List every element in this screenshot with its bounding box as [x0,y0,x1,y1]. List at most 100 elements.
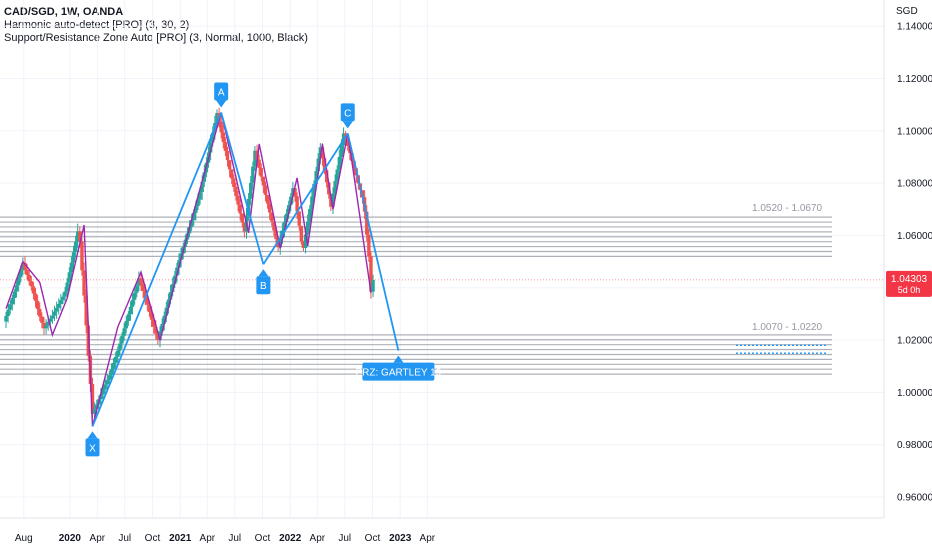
candle-body [192,212,196,221]
candle [38,302,42,322]
candle [71,245,76,270]
candle-body [215,113,219,123]
candle-body [274,230,278,240]
candle-body [240,213,244,223]
price-axis[interactable]: SGD 1.14000 1.12000 1.10000 1.08000 1.06000 1.… [883,0,932,550]
candle-body [35,300,40,309]
candle-body [137,278,141,286]
pattern-leg-XA [91,112,223,427]
candle-body [160,323,164,332]
candle [69,256,74,278]
price-tick-label: 0.98000 [897,440,932,451]
pivot-label-B: B [256,269,271,295]
candle [219,114,223,139]
candle-body [234,187,238,196]
candle-body [135,285,139,293]
candle-body [105,379,109,385]
candle-body [324,170,329,183]
candle-body [154,326,158,334]
candle-body [46,321,50,326]
candle [324,170,329,188]
time-tick-label: Apr [200,533,216,544]
candle [305,214,310,242]
prz-label-pointer [393,355,404,363]
candle-body [305,221,310,235]
pattern-leg-BC [262,132,349,265]
candle-body [327,182,331,195]
candle-body [200,181,204,193]
time-tick-label: Aug [15,533,33,544]
candle-body [175,267,179,276]
candle [272,221,276,236]
candle-body [156,333,160,340]
time-axis[interactable]: Aug 2020 Apr Jul Oct 2021 Apr Jul Oct 2022 Apr Jul O… [0,517,884,544]
candle-body [198,192,202,200]
candle-body [95,404,99,409]
candle-body [196,199,200,207]
candle-body [263,185,268,195]
prz-label-box [362,362,435,381]
candle [50,309,55,324]
time-tick-label: 2021 [169,533,192,544]
candle-body [80,241,84,271]
candle [137,271,141,292]
candle-body [130,299,135,307]
candle-body [173,275,177,285]
candle [253,145,257,171]
candle-body [116,350,120,357]
candle-body [369,256,373,292]
candle-body [265,194,270,204]
candle-body [65,282,69,292]
candle-body [132,292,137,300]
candle-body [19,270,23,278]
pattern-leg-AB [220,112,265,265]
candle [122,322,126,341]
candle-body [352,160,356,169]
candle [139,274,143,291]
legend-indicator-harmonic: Harmonic auto-detect [PRO] (3, 30, 2) [4,19,190,31]
candle-body [73,241,78,253]
candle [327,182,331,199]
candle [73,235,78,258]
candle-body [31,286,36,294]
candle-body [312,183,316,197]
candle [54,301,59,319]
candle [270,212,274,227]
candle [158,326,162,348]
candle [111,357,116,375]
candle-body [261,176,266,186]
candle-body [54,307,59,312]
candle-body [232,178,236,188]
candle [63,286,67,303]
time-tick-label: Oct [145,533,161,544]
candle-body [194,206,198,213]
candle-body [299,225,304,242]
candle-body [12,291,17,298]
candle [113,351,118,370]
candle [35,295,40,315]
candle-body [208,142,213,153]
candle [128,301,133,321]
candle-body [44,325,48,329]
candle-body [52,311,57,316]
candle-body [337,156,342,170]
candle [236,190,240,212]
candle [120,332,124,349]
candle-body [27,274,31,282]
candle-body [113,356,118,363]
candle [103,376,107,397]
candle-body [259,167,263,177]
candle [135,281,139,298]
candle [232,174,236,193]
candle [297,211,301,231]
candle [21,257,25,276]
candle [238,199,242,221]
candle [263,181,268,202]
candle-body [225,150,230,161]
time-tick-label: 2022 [279,533,302,544]
candle [76,223,80,249]
candle-body [339,145,344,157]
candle-body [57,303,61,308]
